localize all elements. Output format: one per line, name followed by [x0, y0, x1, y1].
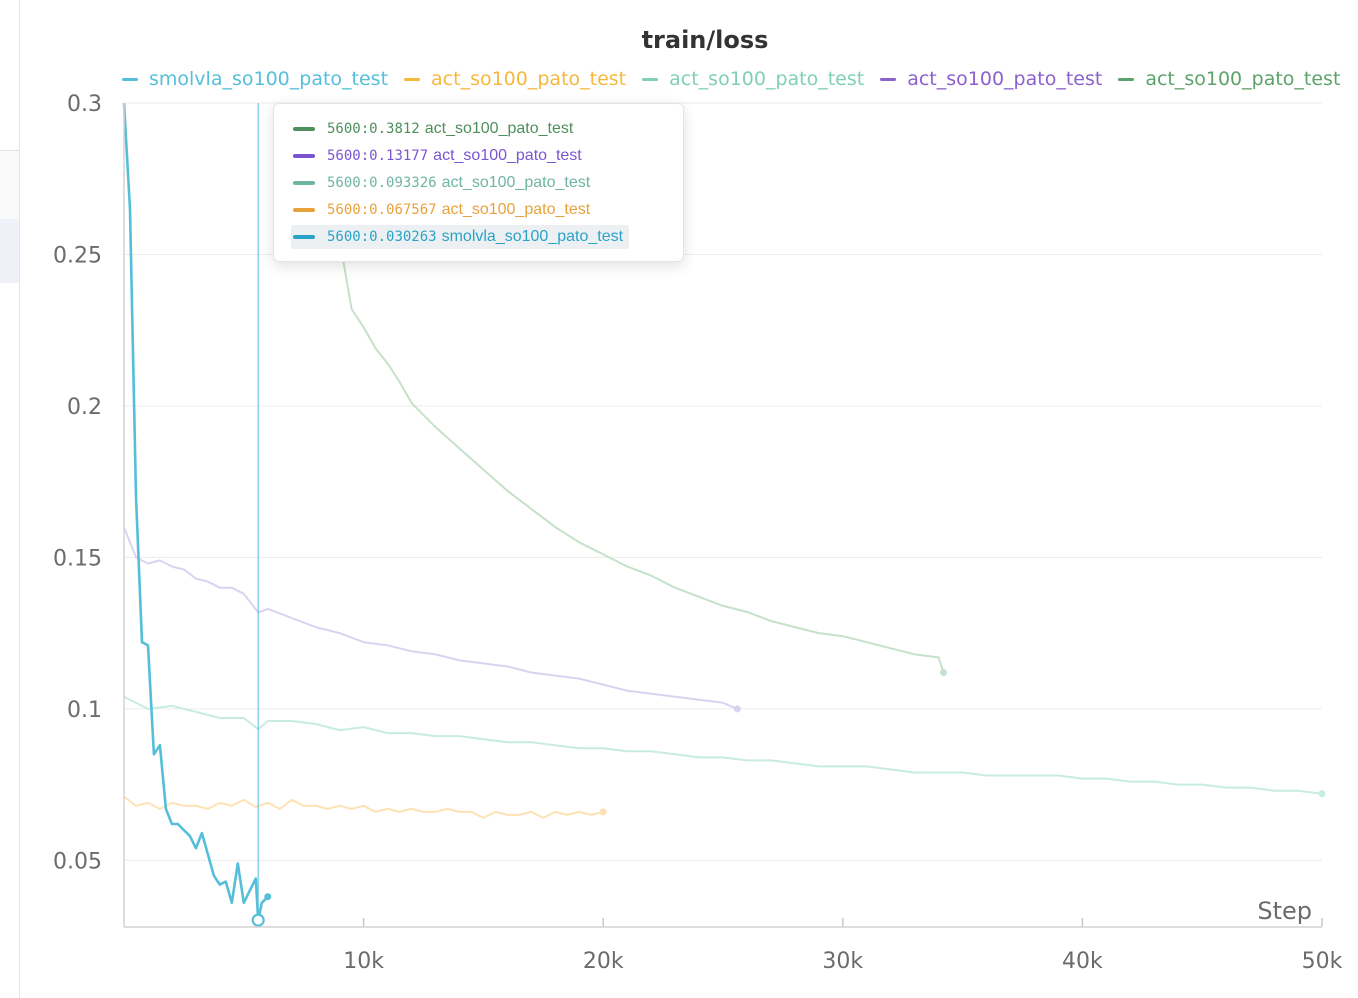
series-end-point-3	[733, 705, 741, 713]
tooltip-step: 5600:	[327, 148, 370, 164]
tooltip-run-name: act_so100_pato_test	[433, 147, 582, 164]
tooltip-value: 0.067567	[369, 202, 437, 218]
x-tick-label: 30k	[822, 949, 863, 974]
tooltip-step: 5600:	[327, 121, 370, 137]
tooltip-step: 5600:	[327, 175, 370, 191]
tooltip-swatch	[293, 181, 315, 185]
x-axis-label: Step	[1257, 897, 1312, 925]
y-tick-label: 0.15	[53, 546, 102, 571]
tooltip-run-name: smolvla_so100_pato_test	[441, 228, 624, 245]
series-line-0	[122, 102, 269, 922]
tooltip-run-name: act_so100_pato_test	[441, 201, 591, 218]
series-end-point-1	[599, 808, 607, 816]
x-tick-label: 10k	[343, 949, 384, 974]
tooltip-value: 0.3812	[369, 121, 420, 137]
tooltip-run-name: act_so100_pato_test	[424, 120, 574, 137]
legend-item-3[interactable]: act_so100_pato_test	[880, 68, 1102, 90]
tooltip-swatch	[293, 235, 315, 239]
y-tick-label: 0.25	[53, 243, 102, 268]
series-end-point-4	[939, 669, 947, 677]
legend-swatch	[642, 77, 659, 81]
legend[interactable]: smolvla_so100_pato_test act_so100_pato_te…	[122, 66, 1356, 92]
y-tick-label: 0.2	[67, 395, 102, 420]
tooltip-value: 0.030263	[369, 229, 437, 245]
chart-title: train/loss	[641, 26, 769, 54]
tooltip-step: 5600:	[327, 229, 370, 245]
legend-swatch	[1118, 77, 1135, 81]
legend-label: act_so100_pato_test	[907, 68, 1103, 90]
tooltip-row: 5600: 0.030263 smolvla_so100_pato_test	[291, 225, 630, 249]
y-tick-label: 0.3	[67, 92, 102, 117]
series-line-3	[123, 526, 738, 710]
tooltip-swatch	[293, 208, 315, 212]
tooltip-run-name: act_so100_pato_test	[441, 174, 591, 191]
tooltip-swatch	[293, 127, 315, 131]
legend-swatch	[404, 77, 421, 81]
sidebar-edge	[0, 0, 20, 998]
series-line-4	[338, 239, 945, 673]
tooltip-row: 5600: 0.3812 act_so100_pato_test	[293, 117, 579, 141]
tooltip-value: 0.093326	[369, 175, 437, 191]
tooltip-step: 5600:	[327, 202, 370, 218]
legend-item-2[interactable]: act_so100_pato_test	[642, 68, 864, 90]
series-end-point-0	[264, 893, 272, 901]
legend-label: act_so100_pato_test	[669, 68, 865, 90]
legend-label: act_so100_pato_test	[1145, 68, 1341, 90]
hover-cursor	[251, 103, 265, 927]
legend-item-0[interactable]: smolvla_so100_pato_test	[122, 68, 388, 90]
tooltip-row: 5600: 0.13177 act_so100_pato_test	[293, 144, 588, 168]
legend-item-4[interactable]: act_so100_pato_test	[1118, 68, 1340, 90]
tooltip-row: 5600: 0.067567 act_so100_pato_test	[293, 198, 596, 222]
hover-tooltip: 5600: 0.3812 act_so100_pato_test 5600: 0.1…	[273, 103, 684, 262]
axes: 0.05 0.1 0.15 0.2 0.25 0.3 10k 20k 30k 40k 50k Step	[53, 92, 1343, 974]
y-tick-label: 0.1	[67, 698, 102, 723]
cursor-point	[251, 913, 265, 927]
x-tick-label: 40k	[1062, 949, 1103, 974]
legend-swatch	[880, 77, 897, 81]
y-tick-label: 0.05	[53, 849, 102, 874]
series-line-2	[123, 695, 1323, 795]
legend-swatch	[122, 77, 138, 81]
tooltip-value: 0.13177	[369, 148, 429, 164]
series-lines	[122, 102, 1326, 922]
legend-label: act_so100_pato_test	[431, 68, 627, 90]
tooltip-row: 5600: 0.093326 act_so100_pato_test	[293, 171, 596, 195]
legend-label: smolvla_so100_pato_test	[149, 68, 389, 90]
x-tick-label: 50k	[1302, 949, 1343, 974]
series-line-1	[123, 795, 604, 819]
series-end-point-2	[1318, 790, 1326, 798]
x-tick-label: 20k	[583, 949, 624, 974]
tooltip-swatch	[293, 154, 315, 158]
legend-item-1[interactable]: act_so100_pato_test	[404, 68, 626, 90]
sidebar-tab-active[interactable]	[0, 219, 19, 283]
